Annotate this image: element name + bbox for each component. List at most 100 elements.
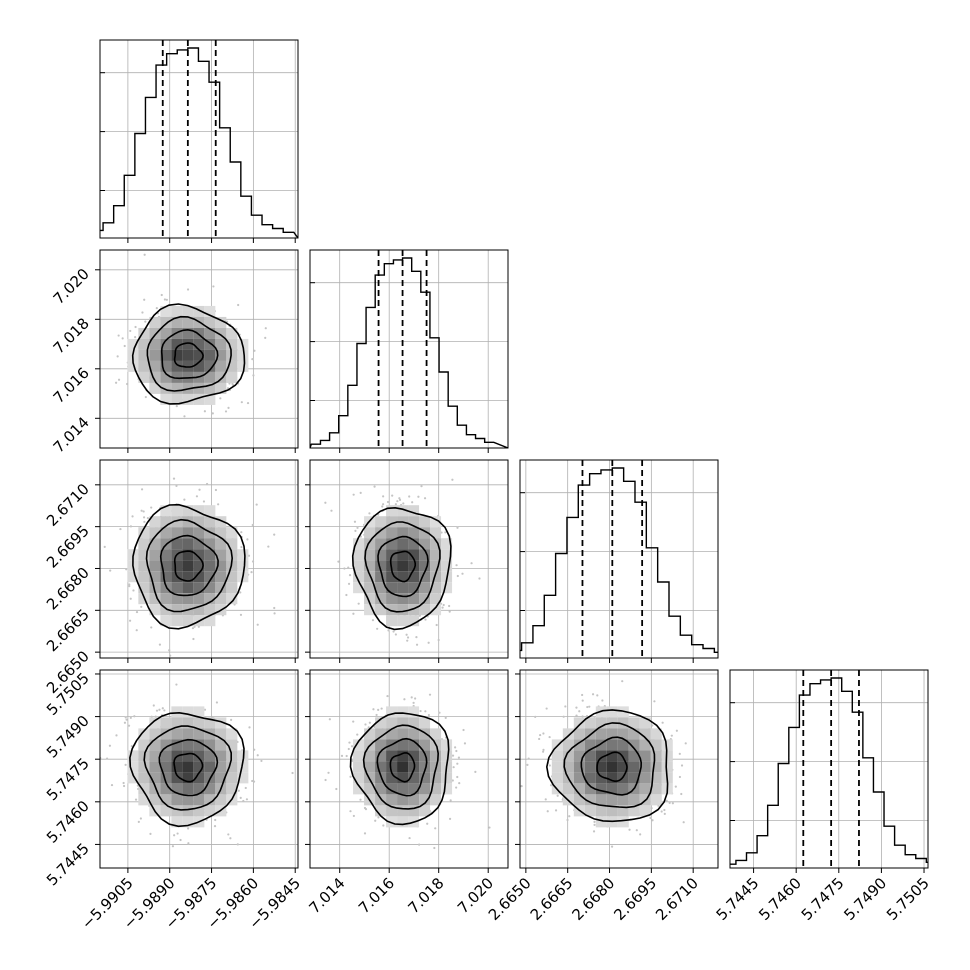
scatter-point — [144, 395, 147, 399]
density-cell — [628, 761, 640, 773]
scatter-point — [129, 597, 132, 600]
y-tick-label: 7.018 — [50, 314, 93, 357]
scatter-point — [581, 699, 584, 702]
density-cell — [419, 582, 431, 594]
density-cell — [182, 761, 194, 773]
scatter-point — [251, 358, 254, 361]
scatter-point — [152, 704, 155, 707]
scatter-point — [455, 786, 458, 789]
scatter-point — [382, 824, 385, 827]
density-cell — [138, 794, 150, 806]
scatter-point — [133, 715, 136, 718]
scatter-point — [411, 501, 414, 504]
density-cell — [171, 360, 183, 372]
scatter-point — [252, 374, 255, 377]
panel-frame — [309, 249, 509, 449]
scatter-point — [451, 779, 454, 782]
density-cell — [171, 593, 183, 605]
scatter-point — [187, 827, 190, 830]
density-cell — [215, 794, 227, 806]
scatter-point — [394, 633, 397, 636]
scatter-point — [163, 298, 167, 301]
density-cell — [573, 739, 585, 751]
scatter-point — [227, 406, 230, 409]
scatter-point — [414, 697, 417, 700]
scatter-point — [348, 574, 352, 577]
scatter-point — [264, 327, 267, 330]
density-cell — [650, 728, 662, 740]
density-cell — [386, 582, 398, 594]
scatter-point — [457, 756, 461, 759]
density-cell — [562, 728, 574, 740]
density-cell — [639, 805, 651, 817]
scatter-point — [426, 822, 429, 825]
density-cell — [160, 750, 172, 762]
density-cell — [397, 706, 409, 718]
scatter-point — [343, 567, 346, 570]
density-cell — [215, 349, 227, 361]
scatter-point — [359, 535, 362, 538]
density-cell — [375, 728, 387, 740]
density-cell — [639, 772, 651, 784]
contour-2 — [146, 315, 232, 392]
scatter-point — [670, 734, 673, 737]
density-cell — [182, 593, 194, 605]
scatter-point — [396, 500, 399, 503]
panel-frame — [309, 459, 509, 659]
scatter-point — [363, 832, 367, 835]
density-cell — [215, 338, 227, 350]
scatter-point — [116, 355, 119, 358]
contour-3 — [349, 712, 450, 826]
scatter-point — [575, 714, 578, 717]
density-cell — [639, 761, 651, 773]
scatter-point — [386, 500, 390, 504]
scatter-point — [129, 525, 133, 528]
density-cell — [408, 505, 420, 517]
density-cell — [171, 560, 183, 572]
scatter-point — [556, 794, 559, 797]
density-cell — [386, 805, 398, 817]
density-cell — [160, 604, 172, 616]
density-cell — [182, 338, 194, 350]
density-cell — [375, 772, 387, 784]
density-cell — [397, 538, 409, 550]
density-cell — [551, 761, 563, 773]
x-tick-label: 5.7475 — [798, 874, 848, 924]
scatter-panel-3-0 — [99, 669, 299, 869]
scatter-point — [245, 798, 249, 801]
density-cell — [562, 750, 574, 762]
contour-0 — [596, 751, 628, 783]
scatter-point — [135, 629, 138, 632]
density-cell — [204, 393, 216, 405]
density-cell — [182, 805, 194, 817]
density-cell — [138, 739, 150, 751]
density-cell — [364, 582, 376, 594]
scatter-point — [150, 506, 153, 509]
density-cell — [215, 728, 227, 740]
density-cell — [226, 582, 238, 594]
scatter-point — [149, 832, 152, 835]
scatter-point — [128, 584, 131, 588]
scatter-point — [588, 705, 591, 708]
density-cell — [149, 360, 161, 372]
scatter-point — [387, 629, 390, 632]
contour-3 — [351, 506, 452, 631]
density-cell — [408, 604, 420, 616]
density-cell — [353, 750, 365, 762]
density-cell — [397, 560, 409, 572]
scatter-point — [568, 815, 571, 818]
density-cell — [408, 582, 420, 594]
scatter-point — [352, 612, 355, 615]
density-cell — [193, 772, 205, 784]
density-cell — [182, 739, 194, 751]
contour-0 — [389, 550, 416, 583]
density-cell — [204, 805, 216, 817]
density-cell — [149, 772, 161, 784]
density-cell — [408, 516, 420, 528]
scatter-point — [140, 488, 144, 491]
density-cell — [408, 571, 420, 583]
scatter-point — [474, 770, 477, 773]
scatter-point — [359, 491, 362, 494]
density-cell — [193, 560, 205, 572]
